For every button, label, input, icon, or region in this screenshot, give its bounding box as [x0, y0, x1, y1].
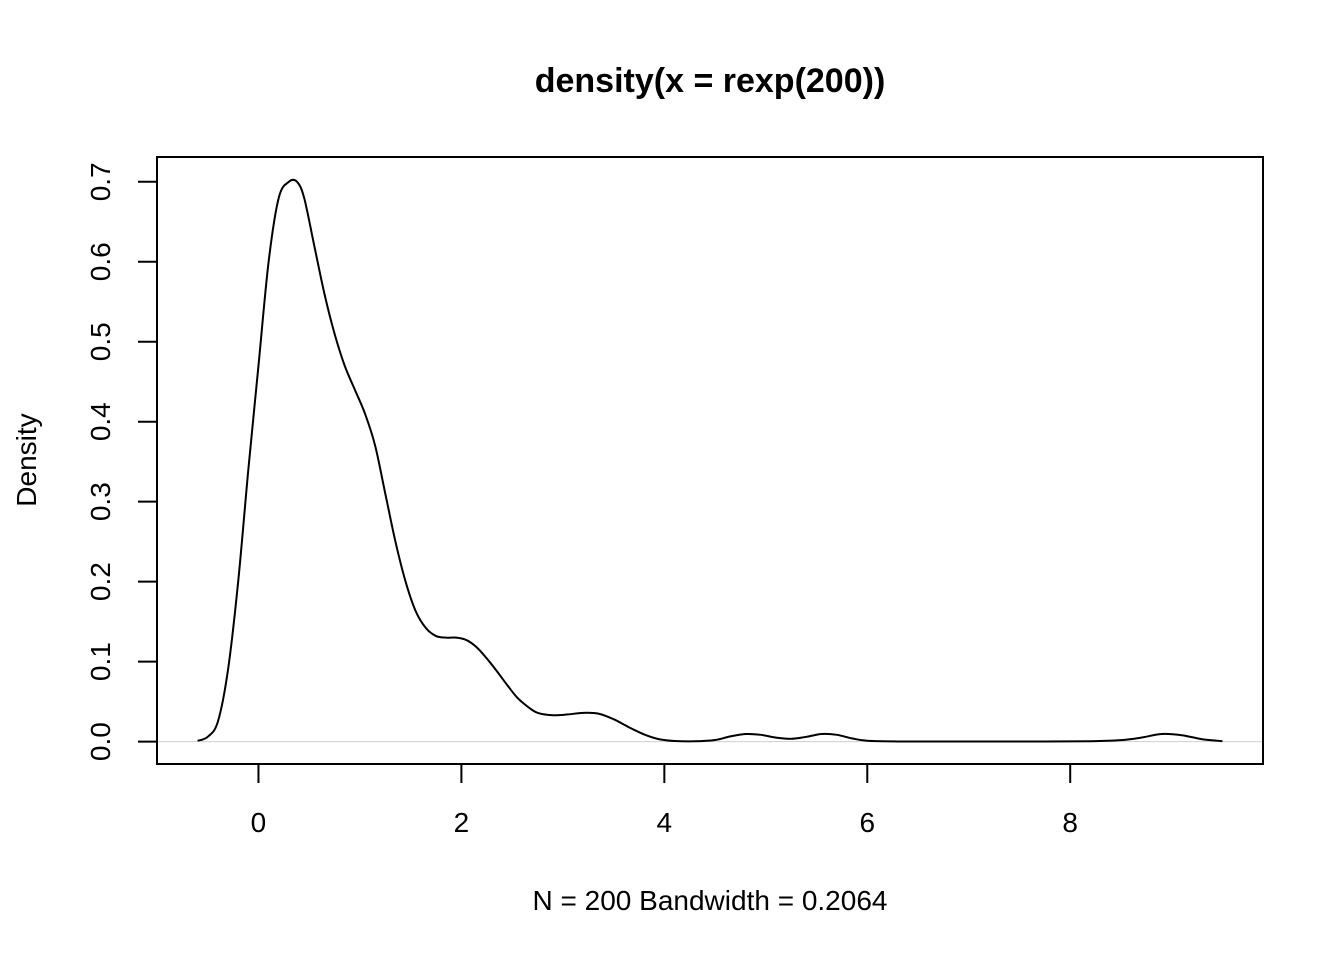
x-axis-label: N = 200 Bandwidth = 0.2064: [533, 885, 888, 916]
y-tick-label: 0.2: [85, 562, 116, 601]
x-tick-label: 4: [657, 807, 673, 838]
x-axis: 0 2 4 6 8: [251, 763, 1078, 838]
x-tick-label: 8: [1062, 807, 1078, 838]
x-tick-label: 6: [859, 807, 875, 838]
density-curve: [197, 178, 1223, 743]
x-tick-label: 2: [454, 807, 470, 838]
y-tick-label: 0.5: [85, 322, 116, 361]
plot-frame: [156, 156, 1264, 765]
y-tick-label: 0.4: [85, 402, 116, 441]
y-tick-label: 0.1: [85, 642, 116, 681]
y-tick-label: 0.3: [85, 482, 116, 521]
y-tick-label: 0.7: [85, 162, 116, 201]
chart-title: density(x = rexp(200)): [535, 62, 886, 100]
y-tick-label: 0.6: [85, 242, 116, 281]
y-axis: 0.0 0.1 0.2 0.3 0.4 0.5 0.6 0.7: [85, 162, 158, 761]
y-tick-label: 0.0: [85, 722, 116, 761]
y-axis-label: Density: [11, 413, 42, 506]
x-tick-label: 0: [251, 807, 267, 838]
